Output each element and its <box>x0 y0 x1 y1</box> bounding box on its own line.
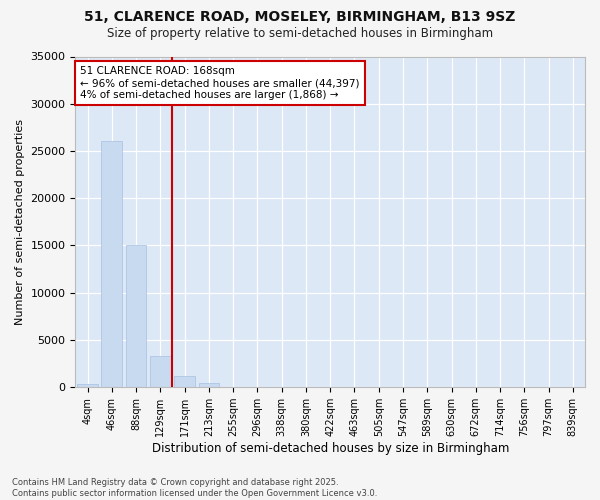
Bar <box>150 356 170 387</box>
Text: 51, CLARENCE ROAD, MOSELEY, BIRMINGHAM, B13 9SZ: 51, CLARENCE ROAD, MOSELEY, BIRMINGHAM, … <box>85 10 515 24</box>
Bar <box>101 140 122 387</box>
X-axis label: Distribution of semi-detached houses by size in Birmingham: Distribution of semi-detached houses by … <box>152 442 509 455</box>
Text: Size of property relative to semi-detached houses in Birmingham: Size of property relative to semi-detach… <box>107 28 493 40</box>
Bar <box>77 384 98 387</box>
Bar <box>199 384 219 387</box>
Bar <box>126 244 146 387</box>
Bar <box>174 376 195 387</box>
Text: Contains HM Land Registry data © Crown copyright and database right 2025.
Contai: Contains HM Land Registry data © Crown c… <box>12 478 377 498</box>
Y-axis label: Number of semi-detached properties: Number of semi-detached properties <box>15 119 25 325</box>
Text: 51 CLARENCE ROAD: 168sqm
← 96% of semi-detached houses are smaller (44,397)
4% o: 51 CLARENCE ROAD: 168sqm ← 96% of semi-d… <box>80 66 360 100</box>
